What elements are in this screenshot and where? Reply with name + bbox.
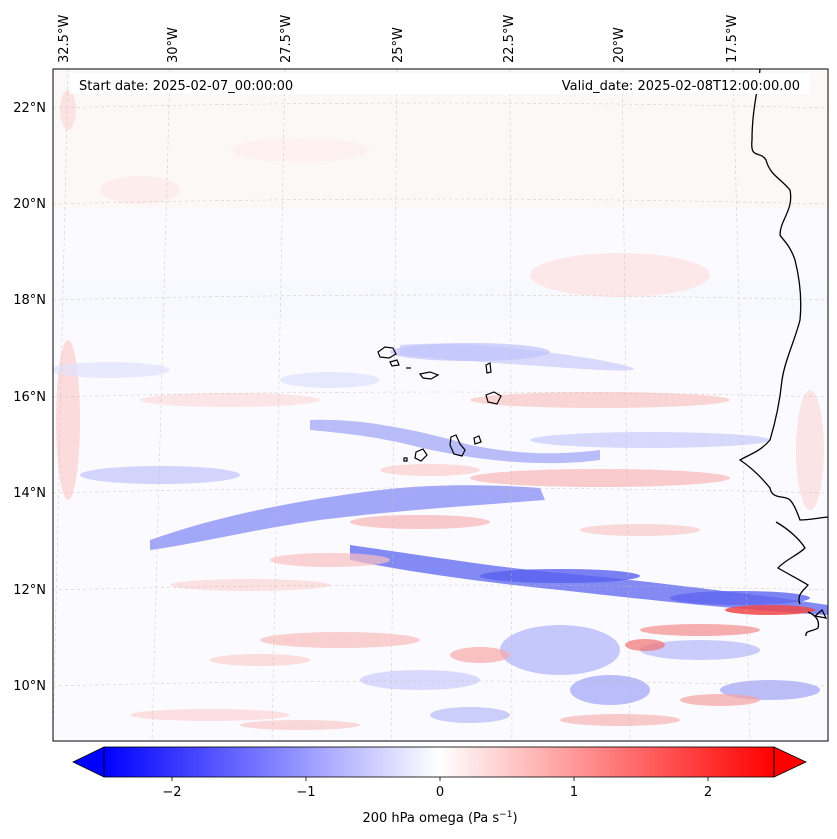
lat-label: 18°N [13, 293, 46, 308]
lon-label: 25°W [391, 27, 406, 63]
map-panel: Start date: 2025-02-07_00:00:00 Valid_da… [52, 68, 829, 742]
lon-label: 20°W [612, 27, 627, 63]
colorbar-max-extend [773, 746, 807, 778]
map-frame [52, 68, 829, 742]
colorbar-tick-label: 0 [436, 785, 444, 800]
lon-label: 32.5°W [57, 15, 72, 63]
lon-label: 17.5°W [725, 15, 740, 63]
valid-date-label: Valid_date: 2025-02-08T12:00:00.00 [562, 79, 800, 94]
lat-label: 10°N [13, 679, 46, 694]
lat-label: 20°N [13, 197, 46, 212]
lat-label: 14°N [13, 486, 46, 501]
header-box [70, 73, 810, 94]
colorbar-gradient [104, 747, 774, 777]
colorbar-tick-label: 1 [570, 785, 578, 800]
lon-label: 27.5°W [279, 15, 294, 63]
colorbar-title: 200 hPa omega (Pa s−1) [362, 810, 517, 826]
longitude-labels: 32.5°W 30°W 27.5°W 25°W 22.5°W 20°W 17.5… [57, 15, 740, 63]
latitude-labels: 22°N 20°N 18°N 16°N 14°N 12°N 10°N [13, 101, 46, 694]
cape-verde-islands [377, 346, 502, 462]
colorbar-ticks [171, 777, 709, 781]
gridlines [53, 69, 828, 741]
lon-label: 22.5°W [502, 15, 517, 63]
lat-label: 16°N [13, 390, 46, 405]
colorbar-tick-label: 2 [704, 785, 712, 800]
lat-label: 22°N [13, 101, 46, 116]
colorbar-tick-label: −1 [296, 785, 315, 800]
coastline [738, 69, 828, 637]
colorbar-tick-label: −2 [162, 785, 181, 800]
start-date-label: Start date: 2025-02-07_00:00:00 [79, 79, 293, 94]
colorbar-frame [103, 746, 775, 778]
colorbar-min-extend [72, 746, 105, 778]
lat-label: 12°N [13, 583, 46, 598]
colorbar: −2 −1 0 1 2 200 hPa omega (Pa s−1) [72, 746, 807, 826]
lon-label: 30°W [166, 27, 181, 63]
